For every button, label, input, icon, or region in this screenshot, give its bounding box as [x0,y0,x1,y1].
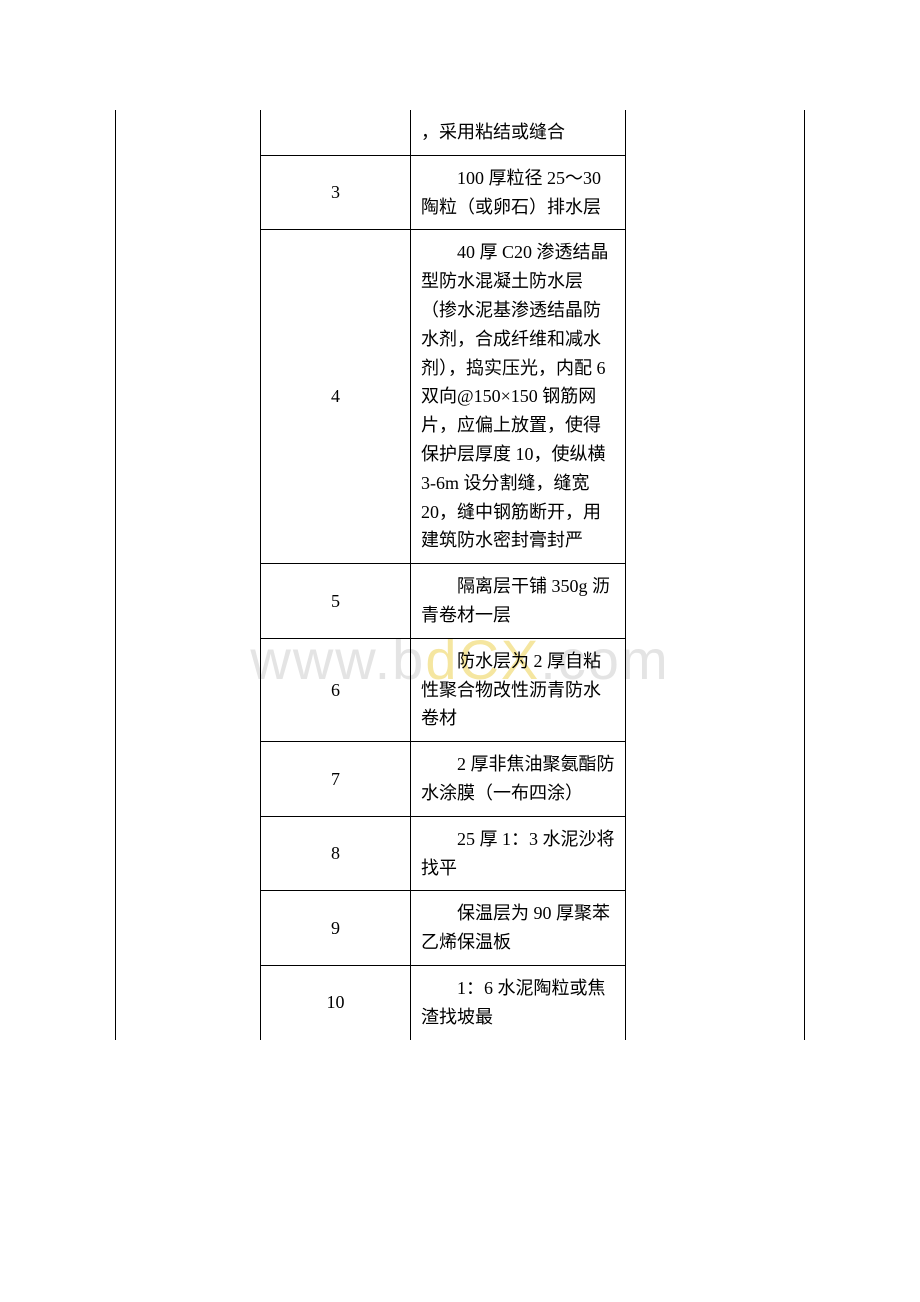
cell-desc-text: ，采用粘结或缝合 [421,122,565,142]
cell-desc-text: 1：6 水泥陶粒或焦渣找坡最 [421,974,615,1032]
cell-num: 8 [261,816,411,891]
cell-desc-text: 100 厚粒径 25～30 陶粒（或卵石）排水层 [421,164,615,222]
cell-desc: ，采用粘结或缝合 [411,110,626,155]
cell-num-text: 8 [331,843,340,863]
cell-num-text: 5 [331,591,340,611]
cell-desc: 2 厚非焦油聚氨酯防水涂膜（一布四涂） [411,742,626,817]
cell-num: 9 [261,891,411,966]
cell-category [116,110,261,1040]
cell-num: 10 [261,965,411,1039]
cell-desc: 40 厚 C20 渗透结晶型防水混凝土防水层（掺水泥基渗透结晶防水剂，合成纤维和… [411,230,626,564]
cell-num: 5 [261,564,411,639]
cell-desc-text: 隔离层干铺 350g 沥青卷材一层 [421,572,615,630]
cell-desc-text: 25 厚 1：3 水泥沙将找平 [421,825,615,883]
cell-num-text: 3 [331,182,340,202]
cell-num-text: 7 [331,769,340,789]
cell-num [261,110,411,155]
cell-desc: 防水层为 2 厚自粘性聚合物改性沥青防水卷材 [411,638,626,741]
cell-desc: 隔离层干铺 350g 沥青卷材一层 [411,564,626,639]
cell-desc: 25 厚 1：3 水泥沙将找平 [411,816,626,891]
cell-num-text: 6 [331,680,340,700]
cell-desc: 100 厚粒径 25～30 陶粒（或卵石）排水层 [411,155,626,230]
cell-num-text: 9 [331,918,340,938]
cell-desc-text: 40 厚 C20 渗透结晶型防水混凝土防水层（掺水泥基渗透结晶防水剂，合成纤维和… [421,238,615,555]
cell-desc: 1：6 水泥陶粒或焦渣找坡最 [411,965,626,1039]
cell-num: 4 [261,230,411,564]
cell-desc-text: 防水层为 2 厚自粘性聚合物改性沥青防水卷材 [421,647,615,733]
cell-num-text: 10 [327,992,345,1012]
cell-num: 6 [261,638,411,741]
table-row: ，采用粘结或缝合 [116,110,805,155]
content-layer: ，采用粘结或缝合 3 100 厚粒径 25～30 陶粒（或卵石）排水层 4 40… [115,110,805,1040]
cell-desc: 保温层为 90 厚聚苯乙烯保温板 [411,891,626,966]
cell-desc-text: 2 厚非焦油聚氨酯防水涂膜（一布四涂） [421,750,615,808]
cell-num-text: 4 [331,386,340,406]
cell-desc-text: 保温层为 90 厚聚苯乙烯保温板 [421,899,615,957]
cell-num: 7 [261,742,411,817]
construction-table: ，采用粘结或缝合 3 100 厚粒径 25～30 陶粒（或卵石）排水层 4 40… [115,110,805,1040]
cell-remark [626,110,805,1040]
cell-num: 3 [261,155,411,230]
